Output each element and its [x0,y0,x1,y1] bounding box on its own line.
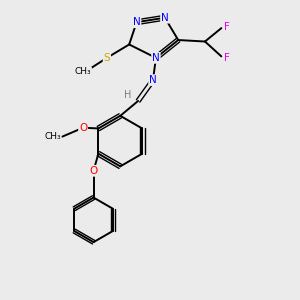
Text: S: S [103,53,110,63]
Text: CH₃: CH₃ [44,132,61,141]
Text: F: F [224,22,230,32]
Text: N: N [152,53,160,63]
Text: O: O [79,123,87,133]
Text: N: N [133,17,140,27]
Text: N: N [149,75,157,85]
Text: H: H [124,90,131,100]
Text: F: F [224,53,230,63]
Text: CH₃: CH₃ [75,67,92,76]
Text: N: N [161,13,169,23]
Text: O: O [89,166,98,176]
